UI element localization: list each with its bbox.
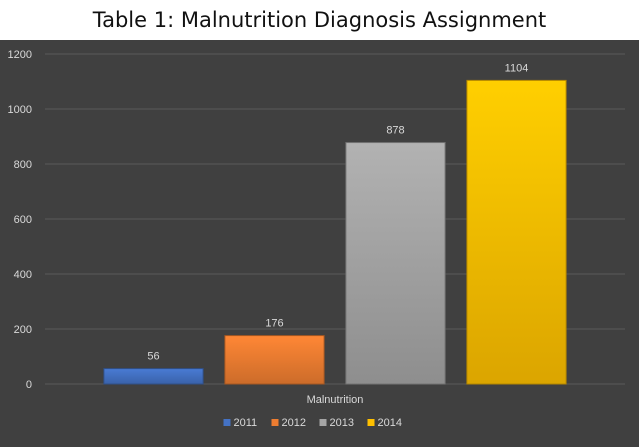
category-label-0: Malnutrition	[307, 394, 364, 406]
bar-2013	[345, 142, 446, 385]
data-label-2011: 56	[147, 351, 159, 363]
data-label-2012: 176	[265, 318, 283, 330]
y-tick-label-800: 800	[14, 159, 32, 171]
legend-label-2012: 2012	[282, 417, 306, 429]
chart-area: 0 200 400 600 800 1000 1200 56 176 878 1104 Malnu…	[0, 40, 639, 447]
legend-swatch-2014	[367, 419, 375, 426]
bar-2014	[466, 79, 567, 385]
data-labels: 56 176 878 1104	[147, 62, 528, 362]
legend-swatch-2011	[223, 419, 231, 426]
y-tick-label-400: 400	[14, 269, 32, 281]
data-label-2013: 878	[386, 125, 404, 137]
legend-label-2011: 2011	[234, 417, 258, 429]
legend-swatch-2012	[271, 419, 279, 426]
chart-title: Table 1: Malnutrition Diagnosis Assignme…	[0, 0, 639, 40]
bar-2012	[224, 335, 325, 385]
y-tick-label-1000: 1000	[8, 104, 32, 116]
y-tick-label-200: 200	[14, 324, 32, 336]
data-label-2014: 1104	[505, 62, 529, 74]
y-tick-label-600: 600	[14, 214, 32, 226]
legend-label-2014: 2014	[378, 417, 402, 429]
category-axis: Malnutrition	[307, 394, 364, 406]
y-tick-label-0: 0	[26, 379, 32, 391]
legend-label-2013: 2013	[330, 417, 354, 429]
bar-chart: 0 200 400 600 800 1000 1200 56 176 878 1104 Malnu…	[0, 40, 639, 447]
legend: 2011 2012 2013 2014	[223, 417, 402, 429]
legend-swatch-2013	[319, 419, 327, 426]
bars	[103, 79, 567, 385]
y-tick-label-1200: 1200	[8, 49, 32, 61]
y-axis-ticks: 0 200 400 600 800 1000 1200	[8, 49, 32, 391]
bar-2011	[103, 368, 204, 385]
